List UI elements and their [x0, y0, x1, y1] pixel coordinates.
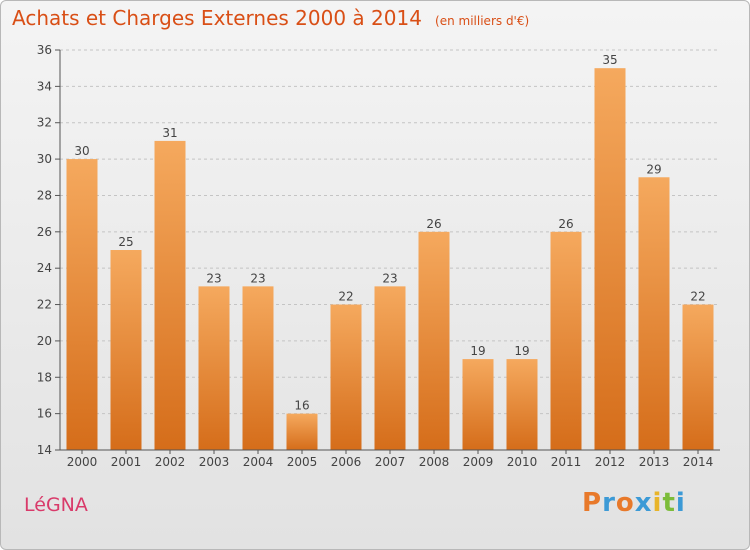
x-tick-label: 2014 [683, 455, 714, 469]
y-tick-label: 32 [37, 116, 52, 130]
bar-value-label: 23 [382, 271, 397, 285]
bar-value-label: 30 [74, 144, 89, 158]
x-tick-label: 2005 [287, 455, 318, 469]
bar-value-label: 26 [558, 217, 573, 231]
x-tick-label: 2003 [199, 455, 230, 469]
bar-value-label: 31 [162, 126, 177, 140]
bar-2000 [66, 159, 98, 450]
x-tick-label: 2013 [639, 455, 670, 469]
x-tick-label: 2006 [331, 455, 362, 469]
x-tick-label: 2007 [375, 455, 406, 469]
axis-layer: 14 16 18 20 22 24 26 28 30 32 34 36 2000 2001 2002 2003… [37, 43, 720, 469]
y-tick-label: 24 [37, 261, 52, 275]
bar-value-label: 19 [514, 344, 529, 358]
bar-value-label: 25 [118, 235, 133, 249]
x-tick-label: 2012 [595, 455, 626, 469]
x-tick-label: 2010 [507, 455, 538, 469]
bar-2009 [462, 359, 494, 450]
y-tick-label: 28 [37, 188, 52, 202]
bar-2012 [594, 68, 626, 450]
x-tick-label: 2001 [111, 455, 142, 469]
bar-value-label: 29 [646, 162, 661, 176]
x-tick-label: 2004 [243, 455, 274, 469]
bar-2014 [682, 304, 714, 450]
bar-2006 [330, 304, 362, 450]
bar-2008 [418, 231, 450, 450]
chart-title-main: Achats et Charges Externes 2000 à 2014 [12, 6, 422, 30]
x-tick-label: 2008 [419, 455, 450, 469]
bar-2005 [286, 413, 318, 450]
bar-value-label: 16 [294, 399, 309, 413]
bar-value-label: 23 [206, 271, 221, 285]
x-tick-label: 2000 [67, 455, 98, 469]
y-tick-label: 16 [37, 407, 52, 421]
bar-2013 [638, 177, 670, 451]
bar-value-label: 35 [602, 53, 617, 67]
proxiti-logo: Proxiti [582, 488, 686, 518]
bar-2010 [506, 359, 538, 450]
chart-title: Achats et Charges Externes 2000 à 2014 (… [12, 6, 529, 30]
bar-2004 [242, 286, 274, 450]
bar-value-label: 19 [470, 344, 485, 358]
y-tick-label: 36 [37, 43, 52, 57]
y-tick-label: 30 [37, 152, 52, 166]
y-tick-label: 14 [37, 443, 52, 457]
y-tick-label: 20 [37, 334, 52, 348]
chart-title-unit: (en milliers d'€) [435, 14, 530, 28]
x-tick-label: 2002 [155, 455, 186, 469]
y-tick-label: 22 [37, 298, 52, 312]
y-tick-label: 26 [37, 225, 52, 239]
y-tick-label: 18 [37, 370, 52, 384]
x-tick-label: 2011 [551, 455, 582, 469]
y-tick-label: 34 [37, 79, 52, 93]
bar-value-label: 23 [250, 271, 265, 285]
bar-2007 [374, 286, 406, 450]
bar-2003 [198, 286, 230, 450]
bar-2002 [154, 140, 186, 450]
bar-value-label: 22 [690, 290, 705, 304]
bar-value-label: 26 [426, 217, 441, 231]
bar-2001 [110, 250, 142, 450]
x-tick-label: 2009 [463, 455, 494, 469]
bar-2011 [550, 231, 582, 450]
bar-value-label: 22 [338, 290, 353, 304]
bar-layer: 30 25 31 23 23 16 22 23 26 19 19 26 35 29 22 [66, 53, 714, 451]
commune-name: LéGNA [24, 494, 88, 516]
